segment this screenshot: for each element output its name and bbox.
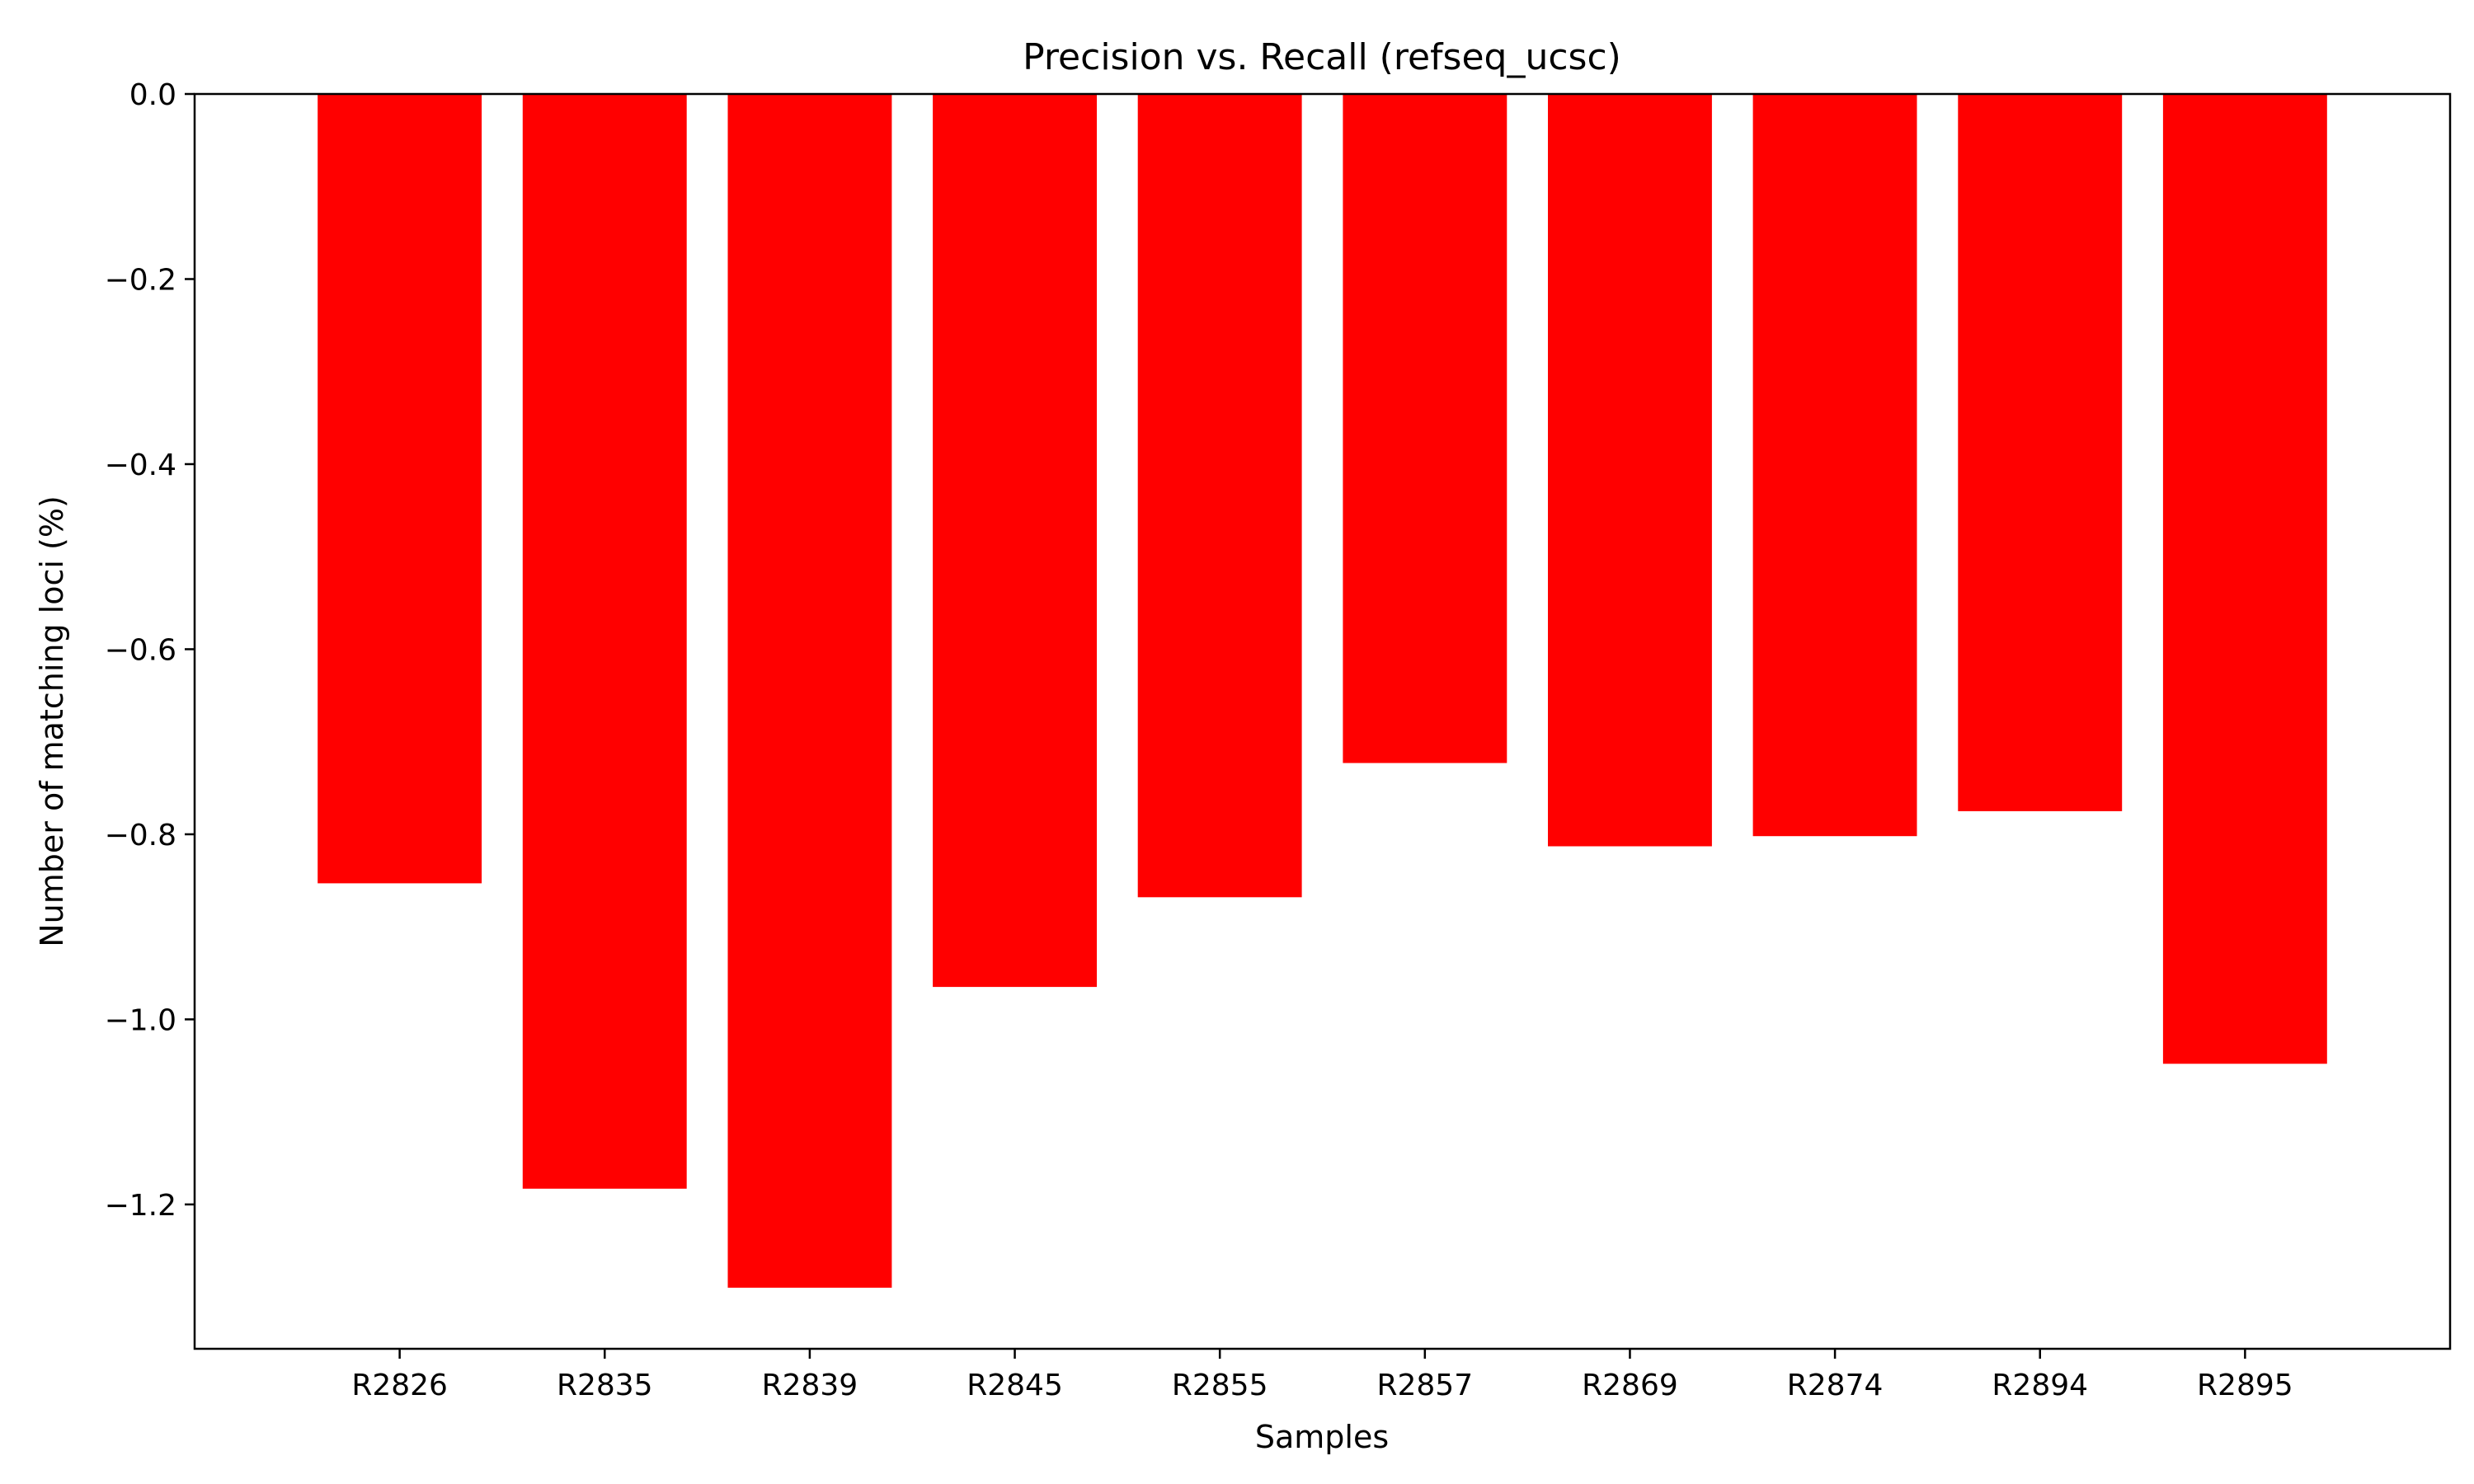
bar-R2835: [522, 94, 687, 1189]
bar-R2826: [317, 94, 482, 884]
bar-R2857: [1343, 94, 1507, 763]
bar-R2839: [727, 94, 892, 1288]
plot-frame: [193, 92, 2452, 1350]
y-tick-label: −0.4: [105, 448, 176, 482]
x-tick-label: R2857: [1376, 1369, 1473, 1402]
x-tick-label: R2895: [2197, 1369, 2293, 1402]
y-tick-label: −0.2: [105, 263, 176, 297]
bar-R2869: [1548, 94, 1712, 847]
y-tick-label: −0.8: [105, 819, 176, 852]
bars: [317, 94, 2327, 1288]
x-tick-label: R2835: [557, 1369, 653, 1402]
bar-R2874: [1752, 94, 1917, 837]
x-axis: R2826 R2835 R2839 R2845 R2855 R2857 R2869 R2874…: [351, 1349, 2293, 1402]
y-tick-label: −1.0: [105, 1003, 176, 1037]
y-tick-label: 0.0: [129, 78, 176, 112]
y-axis-title: Number of matching loci (%): [34, 495, 70, 947]
x-tick-label: R2869: [1582, 1369, 1678, 1402]
bar-R2855: [1137, 94, 1302, 898]
y-tick-label: −1.2: [105, 1189, 176, 1223]
bar-R2845: [933, 94, 1097, 988]
x-tick-label: R2874: [1787, 1369, 1884, 1402]
bar-R2895: [2162, 94, 2327, 1064]
x-tick-label: R2894: [1992, 1369, 2088, 1402]
x-tick-label: R2845: [967, 1369, 1063, 1402]
x-tick-label: R2839: [762, 1369, 858, 1402]
y-tick-label: −0.6: [105, 633, 176, 667]
bar-R2894: [1958, 94, 2123, 811]
x-tick-label: R2855: [1172, 1369, 1268, 1402]
chart-title: Precision vs. Recall (refseq_ucsc): [1023, 36, 1621, 78]
x-tick-label: R2826: [351, 1369, 448, 1402]
x-axis-title: Samples: [1255, 1419, 1389, 1455]
y-axis: 0.0 −0.2 −0.4 −0.6 −0.8 −1.0 −1.2: [105, 78, 195, 1223]
